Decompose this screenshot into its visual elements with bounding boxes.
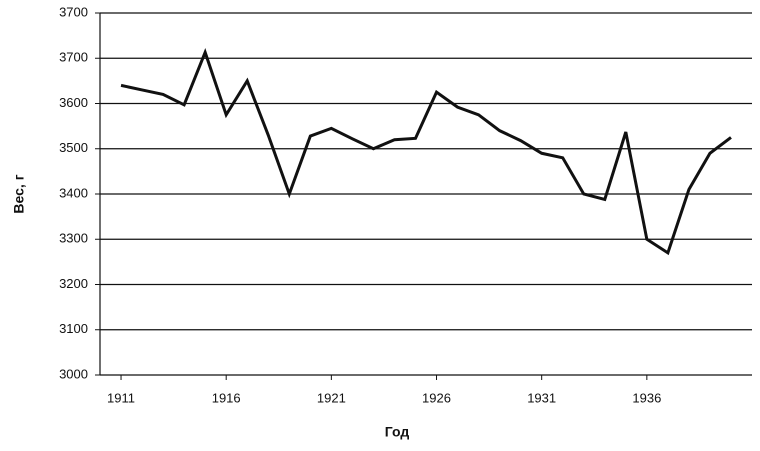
x-tick-label: 1916 bbox=[212, 390, 241, 405]
y-tick-label: 3500 bbox=[59, 140, 88, 155]
x-tick-label: 1911 bbox=[107, 390, 135, 405]
data-line bbox=[120, 48, 732, 256]
x-tick-label: 1931 bbox=[527, 390, 556, 405]
y-tick-label: 3100 bbox=[59, 321, 88, 336]
y-tick-label: 3700 bbox=[59, 4, 88, 19]
y-tick-label: 3000 bbox=[59, 366, 88, 381]
x-tick-label: 1936 bbox=[632, 390, 661, 405]
y-tick-label: 3700 bbox=[59, 50, 88, 65]
x-axis-label: Год bbox=[385, 424, 410, 440]
y-axis-label: Вес, г bbox=[11, 174, 27, 213]
y-tick-label: 3200 bbox=[59, 276, 88, 291]
y-tick-label: 3300 bbox=[59, 231, 88, 246]
y-tick-label: 3600 bbox=[59, 95, 88, 110]
x-tick-label: 1926 bbox=[422, 390, 451, 405]
y-tick-label: 3400 bbox=[59, 185, 88, 200]
x-tick-label: 1921 bbox=[317, 390, 346, 405]
